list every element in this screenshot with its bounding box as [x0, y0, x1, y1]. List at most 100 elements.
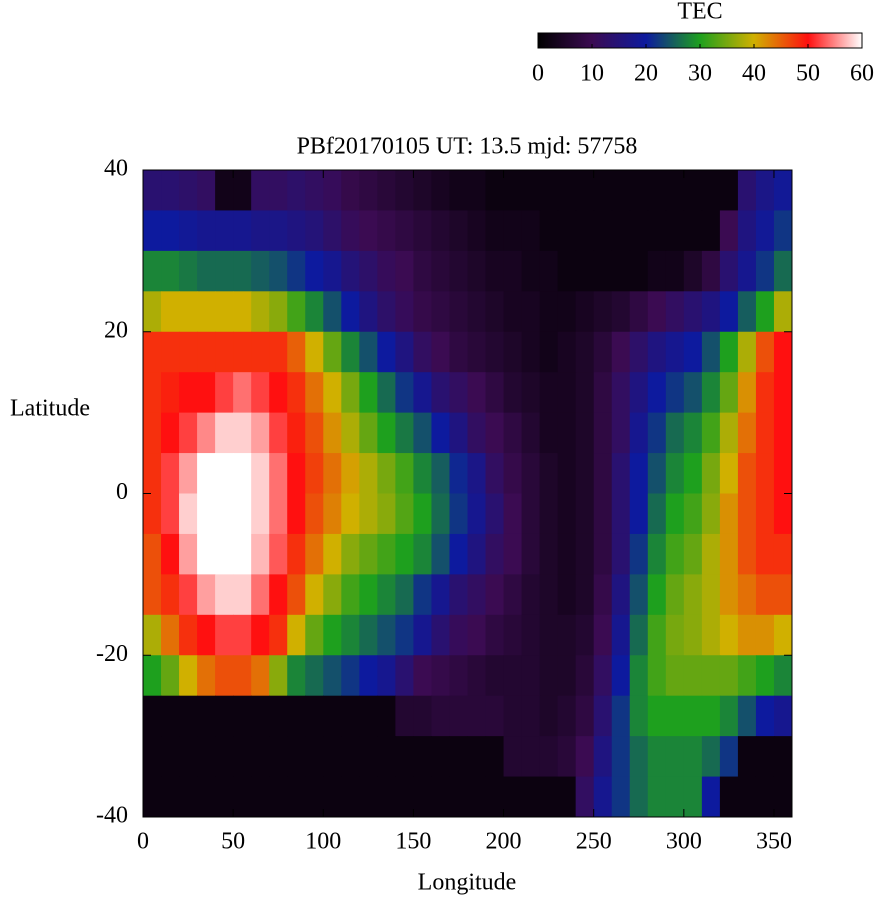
heatmap-cell — [215, 736, 234, 778]
heatmap-cell — [395, 291, 414, 333]
heatmap-cell — [179, 372, 198, 414]
heatmap-cell — [539, 412, 559, 454]
heatmap-cell — [233, 331, 252, 373]
heatmap-cell — [431, 291, 450, 333]
heatmap-cell — [575, 170, 595, 211]
heatmap-cell — [449, 291, 468, 333]
heatmap-cell — [593, 453, 613, 494]
heatmap-cell — [683, 250, 703, 292]
heatmap-cell — [143, 453, 162, 494]
heatmap-cell — [197, 331, 216, 373]
heatmap-cell — [593, 614, 613, 656]
heatmap-cell — [773, 533, 793, 575]
heatmap-cell — [377, 250, 396, 292]
heatmap-cell — [503, 695, 523, 737]
heatmap-cell — [647, 655, 667, 697]
heatmap-cell — [539, 533, 559, 575]
heatmap-cell — [665, 493, 685, 535]
heatmap-cell — [395, 412, 414, 454]
heatmap-cell — [629, 493, 649, 535]
heatmap-cell — [323, 533, 342, 575]
heatmap-cell — [323, 614, 342, 656]
heatmap-cell — [593, 493, 613, 535]
heatmap-cell — [629, 291, 649, 333]
heatmap-cell — [467, 736, 487, 778]
heatmap-cell — [629, 695, 649, 737]
heatmap-cell — [251, 655, 270, 697]
heatmap-cell — [521, 210, 541, 252]
heatmap-cell — [719, 250, 739, 292]
heatmap-cell — [485, 614, 505, 656]
heatmap-cell — [683, 695, 703, 737]
heatmap-cell — [701, 776, 721, 818]
heatmap-cell — [755, 736, 775, 778]
heatmap-cell — [611, 372, 631, 414]
heatmap-cell — [503, 250, 523, 292]
heatmap-cell — [161, 776, 180, 818]
heatmap-cell — [323, 574, 342, 616]
heatmap-cell — [467, 291, 487, 333]
heatmap-cell — [701, 533, 721, 575]
heatmap-cell — [251, 533, 270, 575]
heatmap-cell — [269, 614, 288, 656]
heatmap-cell — [647, 170, 667, 211]
colorbar-tick-label: 10 — [580, 61, 604, 87]
heatmap-cell — [197, 776, 216, 818]
heatmap-cell — [269, 695, 288, 737]
heatmap-cell — [467, 614, 487, 656]
heatmap-cell — [737, 493, 757, 535]
heatmap-cell — [305, 533, 324, 575]
heatmap-cell — [287, 412, 306, 454]
heatmap-cell — [755, 533, 775, 575]
heatmap-cell — [737, 250, 757, 292]
heatmap-cell — [557, 695, 577, 737]
heatmap-cell — [467, 453, 487, 494]
heatmap-cell — [413, 655, 432, 697]
heatmap-cell — [737, 170, 757, 211]
heatmap-cell — [377, 695, 396, 737]
heatmap-cell — [449, 533, 468, 575]
heatmap-cell — [467, 533, 487, 575]
heatmap-cell — [431, 331, 450, 373]
heatmap-cell — [665, 210, 685, 252]
heatmap-cell — [413, 776, 432, 818]
heatmap-cell — [611, 291, 631, 333]
heatmap-cell — [737, 614, 757, 656]
heatmap-cell — [215, 695, 234, 737]
heatmap-cell — [251, 736, 270, 778]
heatmap-cell — [431, 533, 450, 575]
y-tick-label: 0 — [116, 479, 128, 505]
heatmap-cell — [683, 412, 703, 454]
heatmap-cell — [611, 776, 631, 818]
heatmap-cell — [377, 331, 396, 373]
heatmap-cell — [701, 493, 721, 535]
heatmap-cell — [737, 412, 757, 454]
heatmap-cell — [161, 695, 180, 737]
heatmap-cell — [161, 210, 180, 252]
heatmap-cell — [377, 533, 396, 575]
heatmap-cell — [467, 776, 487, 818]
heatmap-cell — [611, 331, 631, 373]
heatmap-cell — [413, 736, 432, 778]
heatmap-cell — [773, 412, 793, 454]
heatmap-cell — [665, 453, 685, 494]
heatmap-cell — [359, 170, 378, 211]
heatmap-cell — [359, 493, 378, 535]
heatmap-cell — [197, 655, 216, 697]
heatmap-cell — [773, 331, 793, 373]
heatmap-cell — [575, 574, 595, 616]
heatmap-cell — [449, 736, 468, 778]
heatmap-cell — [215, 453, 234, 494]
heatmap-cell — [647, 412, 667, 454]
heatmap-cell — [179, 736, 198, 778]
heatmap-cell — [611, 250, 631, 292]
heatmap-cell — [143, 655, 162, 697]
heatmap-cell — [485, 533, 505, 575]
heatmap-cell — [269, 331, 288, 373]
heatmap-cell — [557, 655, 577, 697]
heatmap-cell — [233, 372, 252, 414]
heatmap-cell — [593, 736, 613, 778]
heatmap-cell — [431, 210, 450, 252]
heatmap-cell — [395, 331, 414, 373]
heatmap-cell — [179, 655, 198, 697]
